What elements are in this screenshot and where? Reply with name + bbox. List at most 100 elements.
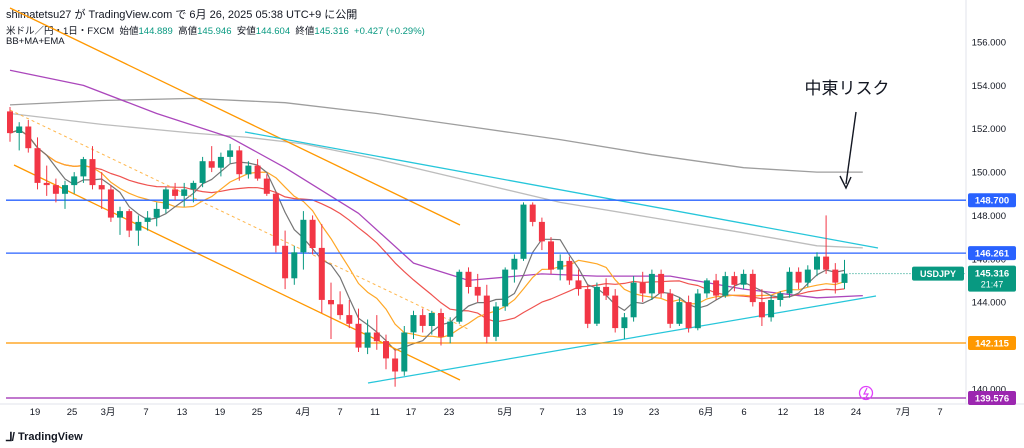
x-tick-label: 23 (649, 407, 660, 418)
candle-body (575, 280, 582, 290)
x-tick-label: 7 (337, 407, 342, 418)
candle-body (758, 302, 765, 318)
x-tick-label: 18 (814, 407, 825, 418)
y-tick-label: 156.000 (972, 38, 1006, 49)
candle-body (135, 221, 142, 231)
candle-body (832, 269, 839, 283)
x-tick-label: 13 (576, 407, 587, 418)
price-line-tag (968, 193, 1016, 208)
candle-body (703, 280, 710, 294)
candle-body (557, 260, 564, 270)
brand-name: TradingView (18, 431, 83, 443)
x-tick-label: 7 (937, 407, 942, 418)
candle-body (694, 293, 701, 329)
x-tick-label: 24 (851, 407, 862, 418)
candle-body (117, 211, 123, 218)
candle-body (43, 182, 50, 186)
x-tick-label: 4月 (296, 407, 311, 418)
candle-body (658, 273, 665, 294)
x-tick-label: 19 (613, 407, 624, 418)
candle-body (291, 252, 298, 279)
lightning-bolt-icon (863, 387, 870, 400)
trend-line-lower (13, 164, 461, 381)
x-tick-label: 17 (406, 407, 417, 418)
trend-line-mid (9, 109, 471, 331)
x-tick-label: 19 (30, 407, 41, 418)
indicators-label: BB+MA+EMA (6, 36, 65, 47)
candle-body (282, 245, 289, 279)
candle-body (474, 286, 481, 296)
candle-body (502, 269, 509, 307)
candle-body (254, 165, 261, 179)
candle-body (126, 211, 133, 231)
candle-body (648, 273, 655, 294)
x-tick-label: 5月 (498, 407, 513, 418)
price-line-tag (968, 336, 1016, 350)
candle-body (236, 150, 243, 175)
candle-body (162, 189, 169, 209)
candle-body (337, 304, 344, 316)
symbol-tag (912, 266, 964, 281)
candle-body (529, 204, 536, 222)
candle-body (34, 148, 41, 183)
candle-body (823, 256, 830, 270)
x-tick-label: 3月 (101, 407, 116, 418)
change-value: +0.427 (+0.29%) (354, 26, 425, 37)
open-label: 始値 (119, 26, 139, 37)
ma-200-line (9, 97, 863, 173)
candle-body (199, 161, 206, 183)
candle-body (428, 313, 435, 326)
x-tick-label: 6 (741, 407, 746, 418)
candle-body (7, 111, 13, 134)
y-tick-label: 150.000 (972, 168, 1006, 179)
x-tick-label: 12 (778, 407, 789, 418)
candle-body (153, 208, 160, 218)
candle-body (392, 358, 399, 372)
candle-body (814, 256, 820, 270)
ma-100-line (9, 112, 863, 249)
trend-line-upper (9, 7, 461, 226)
price-line-label: 142.115 (975, 339, 1010, 350)
candle-body (245, 165, 252, 175)
open-value: 144.889 (138, 26, 173, 37)
candle-body (456, 271, 463, 322)
tradingview-logo-icon: ⅃/ (6, 430, 15, 444)
candle-body (630, 282, 637, 318)
y-tick-label: 154.000 (972, 81, 1006, 92)
candle-body (16, 126, 23, 133)
candle-body (300, 219, 307, 253)
ma-20-line (9, 129, 845, 323)
x-tick-label: 7月 (896, 407, 911, 418)
y-tick-label: 140.000 (972, 384, 1006, 395)
candle-body (364, 332, 371, 348)
annotation-arrow (845, 111, 857, 185)
last-price-label: 145.316 (975, 269, 1009, 280)
candle-body (584, 289, 591, 324)
candle-body (272, 193, 279, 246)
y-tick-label: 144.000 (972, 298, 1006, 309)
candle-body (511, 258, 518, 270)
footer-brand: ⅃/ TradingView (6, 430, 83, 444)
candle-body (71, 176, 78, 186)
candle-body (52, 185, 59, 194)
candle-body (89, 159, 96, 186)
candle-body (520, 204, 527, 259)
candle-body (373, 332, 380, 342)
x-tick-label: 25 (67, 407, 78, 418)
candle-body (465, 271, 472, 287)
candle-body (722, 276, 729, 296)
candle-body (612, 295, 619, 329)
candle-body (639, 282, 646, 294)
candle-body (804, 269, 811, 283)
candle-body (731, 276, 738, 285)
candle-body (603, 286, 610, 296)
x-tick-label: 13 (177, 407, 188, 418)
x-tick-label: 23 (444, 407, 455, 418)
candle-body (795, 271, 802, 283)
candle-body (355, 323, 362, 348)
candle-body (548, 241, 554, 270)
candle-body (438, 313, 444, 337)
candle-body (25, 126, 32, 149)
x-tick-label: 25 (252, 407, 263, 418)
